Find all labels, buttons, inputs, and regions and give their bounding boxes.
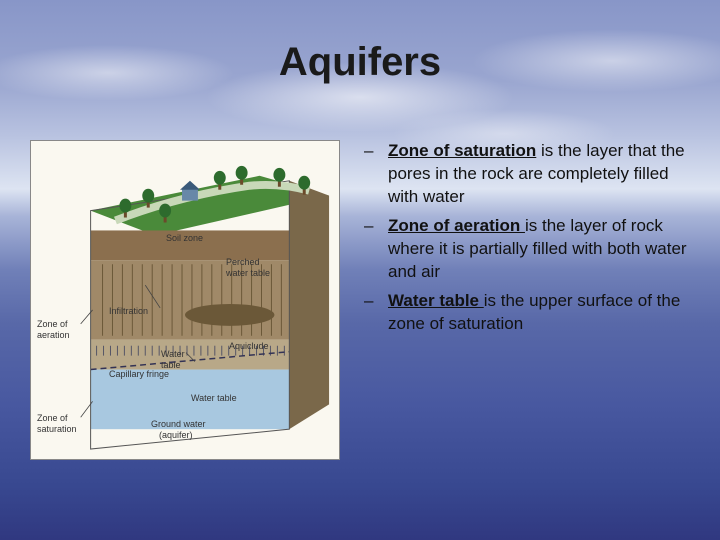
diagram-label: Aquiclude: [229, 341, 269, 351]
bullet-item: Water table is the upper surface of the …: [360, 290, 690, 336]
diagram-label: Perched: [226, 257, 260, 267]
diagram-label: Infiltration: [109, 306, 148, 316]
diagram-label: Zone of: [37, 413, 68, 423]
diagram-label: Zone of: [37, 319, 68, 329]
bullet-list: Zone of saturation is the layer that the…: [360, 140, 690, 460]
bullet-item: Zone of aeration is the layer of rock wh…: [360, 215, 690, 284]
diagram-label: Water table: [191, 393, 237, 403]
bullet-item: Zone of saturation is the layer that the…: [360, 140, 690, 209]
aquiclude-lens: [185, 304, 274, 326]
page-title: Aquifers: [0, 40, 720, 85]
diagram-label: aeration: [37, 330, 70, 340]
bullet-term: Zone of saturation: [388, 141, 536, 160]
diagram-label: saturation: [37, 424, 77, 434]
diagram-label: water table: [226, 268, 270, 278]
bullet-term: Water table: [388, 291, 484, 310]
diagram-label: Water: [161, 349, 185, 359]
content-row: Soil zone Perchedwater table Infiltration Z…: [30, 140, 690, 460]
aquifer-diagram-svg: [31, 141, 339, 459]
bullet-term: Zone of aeration: [388, 216, 525, 235]
aquifer-diagram: Soil zone Perchedwater table Infiltration Z…: [30, 140, 340, 460]
house-icon: [180, 181, 200, 201]
diagram-label: (aquifer): [159, 430, 193, 440]
diagram-label: Ground water: [151, 419, 206, 429]
diagram-label: Capillary fringe: [109, 369, 169, 379]
diagram-label: Soil zone: [166, 233, 203, 243]
block-right-face: [289, 181, 329, 429]
